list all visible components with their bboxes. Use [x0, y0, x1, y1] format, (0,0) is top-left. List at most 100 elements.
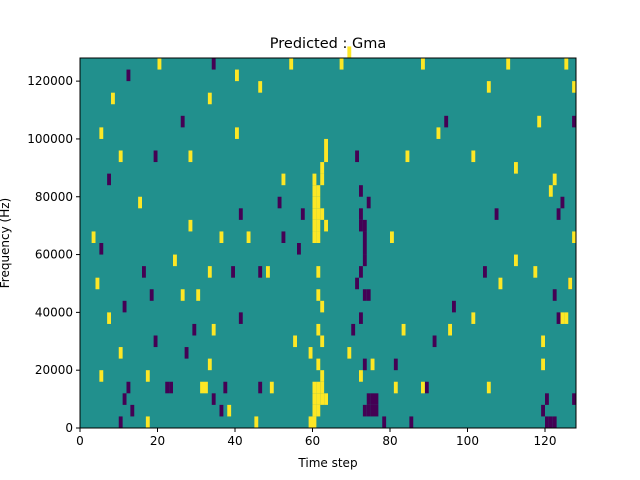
heatmap-cell — [165, 381, 170, 394]
heatmap-cell — [107, 173, 111, 186]
heatmap-cell — [312, 219, 317, 232]
heatmap-cell — [126, 381, 131, 394]
heatmap-cell — [316, 358, 321, 371]
x-tick-label: 120 — [534, 434, 557, 448]
heatmap-cell — [219, 231, 224, 243]
heatmap-cell — [424, 381, 429, 394]
heatmap-cell — [541, 335, 545, 348]
heatmap-cell — [258, 81, 263, 93]
heatmap-cell — [192, 323, 197, 336]
heatmap-cell — [362, 219, 367, 232]
heatmap-cell — [362, 358, 367, 371]
heatmap-cell — [436, 127, 441, 139]
heatmap-cell — [514, 162, 518, 174]
heatmap-cell — [238, 208, 243, 220]
heatmap-cell — [99, 127, 104, 139]
heatmap-cell — [180, 289, 185, 301]
heatmap-cell — [564, 312, 569, 324]
heatmap-cell — [153, 335, 158, 348]
heatmap-cell — [564, 58, 569, 70]
heatmap-cell — [316, 219, 321, 232]
heatmap-background — [80, 58, 576, 428]
heatmap-cell — [231, 266, 235, 278]
heatmap-cell — [312, 185, 317, 197]
heatmap-cell — [312, 404, 317, 417]
heatmap-cell — [362, 254, 367, 267]
y-tick-label: 60000 — [35, 248, 73, 262]
heatmap-cell — [324, 393, 328, 405]
heatmap-cell — [552, 173, 557, 186]
x-axis-label: Time step — [297, 456, 357, 470]
y-tick-label: 80000 — [35, 190, 73, 204]
x-tick-label: 100 — [456, 434, 479, 448]
heatmap-cell — [149, 289, 154, 301]
heatmap-cell — [130, 404, 135, 417]
heatmap-cell — [111, 92, 115, 105]
heatmap-cell — [359, 219, 363, 232]
heatmap-cell — [486, 81, 491, 93]
heatmap-cell — [254, 416, 259, 428]
heatmap-cell — [405, 150, 410, 163]
heatmap-cell — [211, 58, 216, 70]
y-tick-label: 0 — [65, 421, 73, 435]
heatmap-cell — [366, 289, 371, 301]
heatmap-cell — [362, 243, 367, 255]
heatmap-cell — [572, 231, 576, 243]
heatmap-cell — [320, 173, 325, 186]
heatmap-cell — [393, 381, 398, 394]
heatmap-cell — [533, 266, 538, 278]
heatmap-cell — [300, 208, 305, 220]
heatmap-cell — [572, 393, 576, 405]
x-axis-ticks: 0 20 40 60 80 100 120 — [76, 428, 556, 448]
heatmap-cell — [207, 266, 212, 278]
heatmap-cell — [281, 231, 286, 243]
heatmap-cell — [448, 323, 452, 336]
plot-frame — [79, 57, 577, 429]
heatmap-cell — [347, 46, 352, 58]
heatmap-cell — [552, 289, 557, 301]
heatmap-cell — [421, 381, 425, 394]
chart-title: Predicted : Gma — [270, 36, 386, 52]
heatmap-cell — [498, 277, 503, 290]
heatmap-cell — [277, 196, 282, 209]
heatmap-cell — [320, 208, 325, 220]
heatmap-cell — [312, 173, 317, 186]
heatmap-cell — [308, 416, 313, 428]
heatmap-cell — [409, 416, 414, 428]
heatmap-cell — [258, 381, 263, 394]
heatmap-cell — [382, 416, 387, 428]
heatmap-cell — [258, 266, 263, 278]
heatmap-cell — [514, 254, 518, 267]
heatmap-cell — [471, 312, 476, 324]
heatmap-cell — [153, 150, 158, 163]
heatmap-cell — [545, 416, 549, 428]
heatmap-cell — [359, 370, 363, 382]
heatmap-cell — [126, 69, 131, 82]
heatmap-cell — [297, 243, 301, 255]
heatmap-cell — [122, 300, 127, 313]
heatmap-cell — [235, 69, 239, 82]
heatmap-cell — [572, 115, 576, 128]
heatmap-cell — [362, 404, 367, 417]
heatmap-cell — [91, 231, 96, 243]
heatmap-cell — [246, 231, 251, 243]
heatmap-cell — [169, 381, 173, 394]
heatmap-cell — [320, 335, 325, 348]
heatmap-cell — [99, 370, 104, 382]
heatmap-cell — [312, 416, 317, 428]
heatmap-cell — [401, 323, 406, 336]
heatmap-cell — [362, 231, 367, 243]
heatmap-cell — [180, 115, 185, 128]
heatmap-cell — [320, 370, 325, 382]
heatmap-cell — [95, 277, 100, 290]
heatmap-cell — [138, 196, 142, 209]
y-tick-label: 40000 — [35, 305, 73, 319]
heatmap-cell — [266, 266, 270, 278]
heatmap-cell — [362, 289, 367, 301]
heatmap-cell — [227, 404, 232, 417]
heatmap-cell — [293, 335, 297, 348]
heatmap-cell — [312, 393, 317, 405]
heatmap-cell — [188, 219, 193, 232]
heatmap-cell — [118, 150, 123, 163]
